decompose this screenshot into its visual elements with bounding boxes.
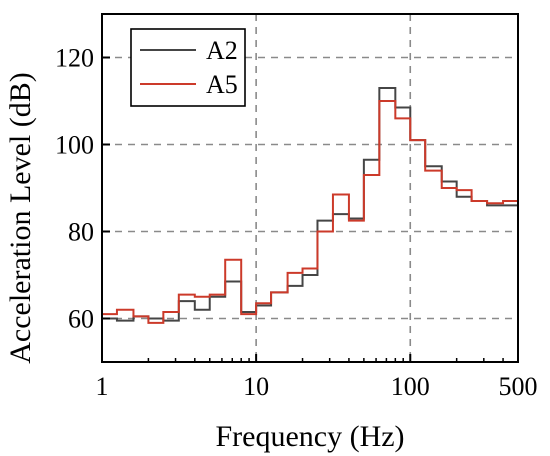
y-tick-label: 80 bbox=[68, 218, 94, 247]
y-tick-label: 60 bbox=[68, 305, 94, 334]
y-tick-label: 100 bbox=[55, 131, 94, 160]
series-line-a2 bbox=[102, 86, 518, 322]
y-axis-title: Acceleration Level (dB) bbox=[4, 72, 37, 364]
series-line-a5 bbox=[102, 100, 518, 324]
x-tick-label: 1 bbox=[96, 372, 109, 401]
tick-layer: 1 10 100 500 60 80 100 120 bbox=[55, 44, 538, 402]
plot-frame bbox=[101, 13, 519, 363]
legend-box bbox=[130, 28, 246, 107]
x-tick-label: 500 bbox=[499, 372, 538, 401]
legend-label-a5: A5 bbox=[206, 70, 238, 99]
series-layer bbox=[102, 86, 518, 324]
y-tick-label: 120 bbox=[55, 44, 94, 73]
frame-layer bbox=[101, 13, 519, 363]
x-tick-label: 100 bbox=[391, 372, 430, 401]
x-axis-title: Frequency (Hz) bbox=[215, 420, 404, 453]
x-tick-label: 10 bbox=[243, 372, 269, 401]
legend-label-a2: A2 bbox=[206, 36, 238, 65]
